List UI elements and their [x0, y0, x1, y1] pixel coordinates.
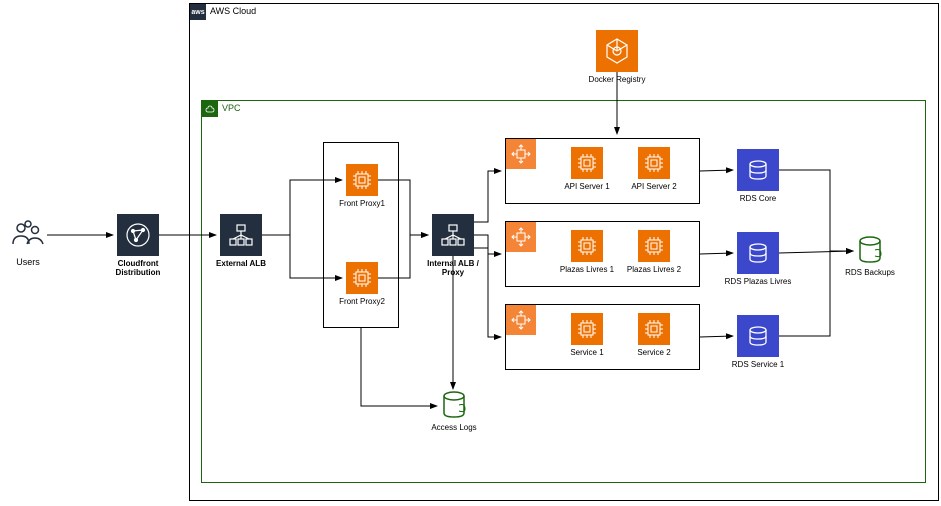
- docker-registry-label: Docker Registry: [584, 75, 650, 84]
- service1-label: Service 1: [561, 348, 613, 357]
- api-server2-icon: [638, 147, 670, 179]
- plazas2-label: Plazas Livres 2: [623, 265, 685, 274]
- rds-backups-icon: [857, 238, 883, 264]
- api-server1-label: API Server 1: [561, 182, 613, 191]
- rds-core-label: RDS Core: [727, 194, 789, 203]
- docker-registry-icon: [596, 30, 638, 72]
- service2-label: Service 2: [628, 348, 680, 357]
- api-server2-label: API Server 2: [628, 182, 680, 191]
- service1-icon: [571, 313, 603, 345]
- vpc-icon: [202, 101, 218, 117]
- access-logs-label: Access Logs: [428, 423, 480, 432]
- rds-plazas-label: RDS Plazas Livres: [720, 277, 796, 286]
- internal-alb-icon: [432, 214, 474, 256]
- aws-icon: aws: [190, 4, 206, 20]
- service2-icon: [638, 313, 670, 345]
- plazas1-icon: [571, 230, 603, 262]
- external-alb-label: External ALB: [210, 259, 272, 268]
- asg2-icon: [506, 222, 536, 252]
- aws-cloud-label: AWS Cloud: [210, 6, 256, 16]
- asg1-icon: [506, 139, 536, 169]
- vpc-label: VPC: [222, 103, 241, 113]
- external-alb-icon: [220, 214, 262, 256]
- internal-alb-label: Internal ALB / Proxy: [420, 259, 486, 277]
- access-logs-icon: [441, 393, 467, 419]
- rds-service-icon: [737, 315, 779, 357]
- plazas1-label: Plazas Livres 1: [556, 265, 618, 274]
- front-proxy2-label: Front Proxy2: [336, 297, 388, 306]
- api-server1-icon: [571, 147, 603, 179]
- rds-plazas-icon: [737, 232, 779, 274]
- plazas2-icon: [638, 230, 670, 262]
- rds-backups-label: RDS Backups: [844, 268, 896, 277]
- rds-core-icon: [737, 149, 779, 191]
- front-proxy1-label: Front Proxy1: [336, 199, 388, 208]
- cloudfront-icon: [117, 214, 159, 256]
- users-label: Users: [9, 257, 47, 267]
- rds-service-label: RDS Service 1: [725, 360, 791, 369]
- cloudfront-label: Cloudfront Distribution: [105, 259, 171, 277]
- users-icon: [9, 216, 47, 254]
- front-proxy1-icon: [346, 164, 378, 196]
- asg3-icon: [506, 305, 536, 335]
- front-proxy2-icon: [346, 262, 378, 294]
